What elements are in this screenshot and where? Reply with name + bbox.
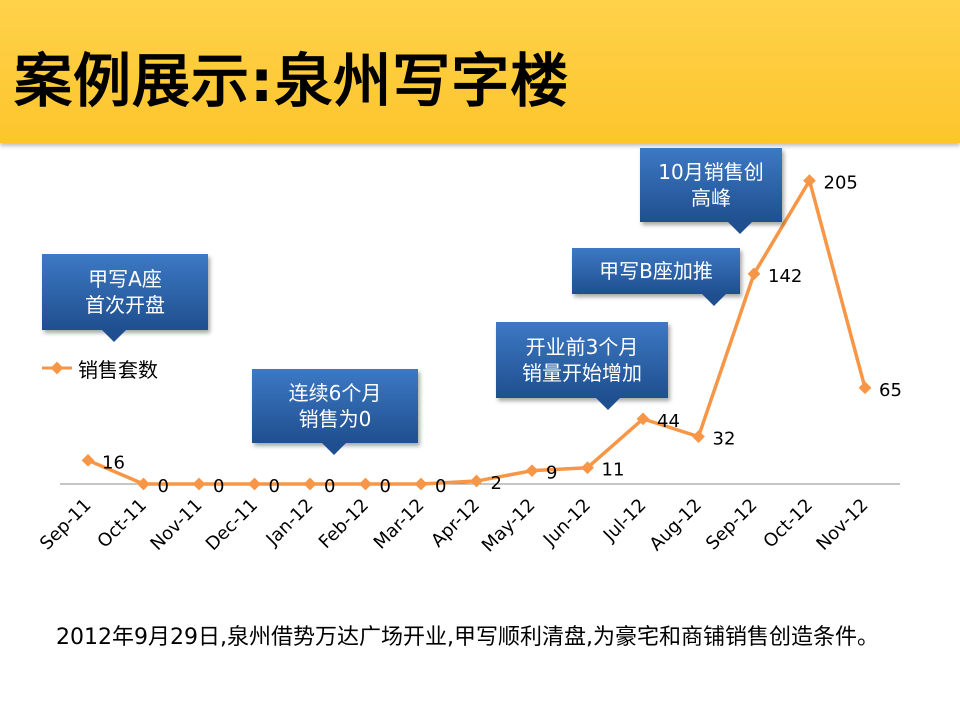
x-tick-label: Nov-12: [812, 495, 872, 555]
data-label: 142: [768, 266, 802, 287]
data-point: [414, 477, 428, 491]
callout-b-launch: 甲写B座加推: [572, 248, 740, 306]
legend-label: 销售套数: [78, 357, 158, 382]
data-point: [248, 477, 261, 491]
x-tick-label: May-12: [478, 495, 540, 557]
x-tick-label: Nov-11: [146, 495, 206, 555]
x-tick-label: Sep-11: [36, 495, 96, 555]
data-point: [137, 477, 150, 491]
data-label: 0: [269, 476, 280, 497]
data-label: 0: [158, 476, 169, 497]
data-point: [525, 464, 539, 478]
data-label: 0: [213, 476, 224, 497]
title-banner: 案例展示:泉州写字楼: [0, 0, 960, 143]
chart-legend: 销售套数: [42, 356, 158, 382]
caption-text: 2012年9月29日,泉州借势万达广场开业,甲写顺利清盘,为豪宅和商铺销售创造条…: [56, 625, 879, 650]
legend-marker-icon: [42, 361, 72, 375]
x-tick-label: Apr-12: [427, 495, 484, 552]
x-tick-label: Jan-12: [262, 495, 318, 551]
data-point: [81, 453, 95, 467]
data-label: 65: [879, 380, 902, 401]
data-label: 9: [546, 463, 557, 484]
data-label: 11: [602, 460, 625, 481]
callout-a-launch: 甲写A座 首次开盘: [42, 254, 208, 342]
data-point: [470, 474, 483, 488]
x-tick-label: Sep-12: [702, 495, 762, 555]
data-point: [192, 477, 206, 491]
data-label: 205: [824, 173, 858, 194]
data-point: [858, 381, 872, 395]
data-point: [359, 477, 372, 491]
data-label: 44: [657, 411, 680, 432]
page-title: 案例展示:泉州写字楼: [14, 47, 570, 115]
x-tick-label: Dec-11: [202, 495, 262, 555]
data-point: [692, 430, 705, 444]
data-label: 16: [102, 452, 125, 473]
data-label: 0: [380, 476, 391, 497]
callout-october-peak: 10月销售创 高峰: [640, 148, 782, 234]
callout-zero-sales: 连续6个月 销售为0: [252, 369, 418, 455]
data-label: 2: [491, 473, 502, 494]
callout-pre-opening: 开业前3个月 销量开始增加: [496, 322, 668, 410]
x-tick-label: Jun-12: [539, 495, 595, 551]
data-label: 32: [713, 429, 736, 450]
x-tick-label: Mar-12: [370, 495, 429, 554]
data-label: 0: [324, 476, 335, 497]
x-tick-label: Feb-12: [315, 495, 373, 553]
data-label: 0: [435, 476, 446, 497]
x-tick-label: Aug-12: [646, 495, 706, 555]
x-tick-label: Oct-11: [93, 495, 151, 553]
x-tick-label: Oct-12: [759, 495, 817, 553]
x-tick-label: Jul-12: [599, 495, 651, 547]
data-point: [303, 477, 317, 491]
